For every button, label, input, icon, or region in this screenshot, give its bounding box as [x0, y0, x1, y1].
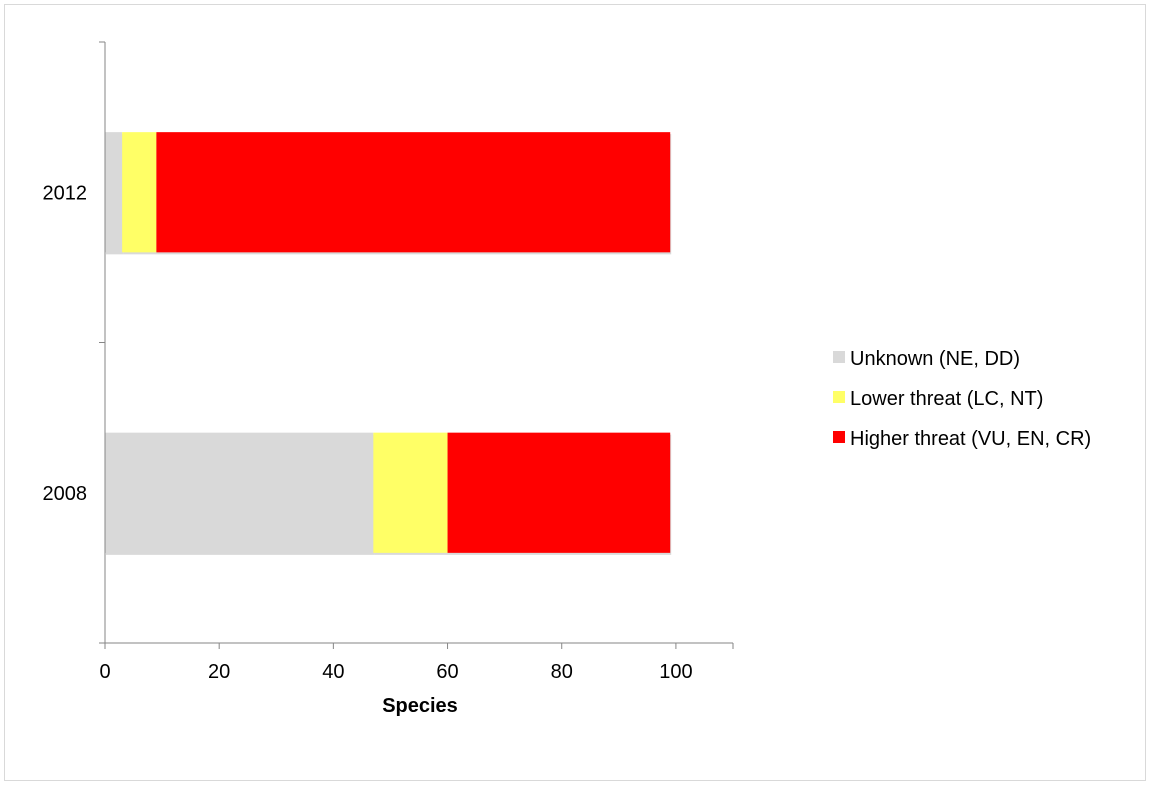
- bar-segment-2008-0: [105, 432, 374, 553]
- legend-label: Higher threat (VU, EN, CR): [850, 428, 1091, 450]
- legend-swatch: [833, 431, 845, 443]
- bar-segment-2012-0: [105, 132, 123, 253]
- bar-segment-2012-2: [156, 132, 671, 253]
- legend-swatch: [833, 351, 845, 363]
- legend-label: Unknown (NE, DD): [850, 348, 1020, 370]
- x-tick-label: 60: [436, 661, 458, 683]
- legend-swatch: [833, 391, 845, 403]
- bar-segment-2008-2: [447, 432, 671, 553]
- legend-label: Lower threat (LC, NT): [850, 388, 1043, 410]
- legend: Unknown (NE, DD) Lower threat (LC, NT) Hig…: [833, 348, 1091, 450]
- x-tick-label: 40: [322, 661, 344, 683]
- y-categories-layer: 2012 2008: [43, 182, 88, 505]
- x-tick-label: 100: [659, 661, 692, 683]
- y-category-label: 2008: [43, 483, 88, 505]
- bar-segment-2008-1: [373, 432, 448, 553]
- x-tick-label: 0: [99, 661, 110, 683]
- axes-layer: [99, 41, 733, 644]
- x-axis-title: Species: [382, 695, 458, 717]
- x-tick-label: 20: [208, 661, 230, 683]
- x-ticks-layer: 0 20 40 60 80 100: [99, 643, 734, 683]
- y-category-label: 2012: [43, 182, 88, 204]
- bar-segment-2012-1: [122, 132, 157, 253]
- bars-layer: [105, 132, 672, 555]
- x-tick-label: 80: [551, 661, 573, 683]
